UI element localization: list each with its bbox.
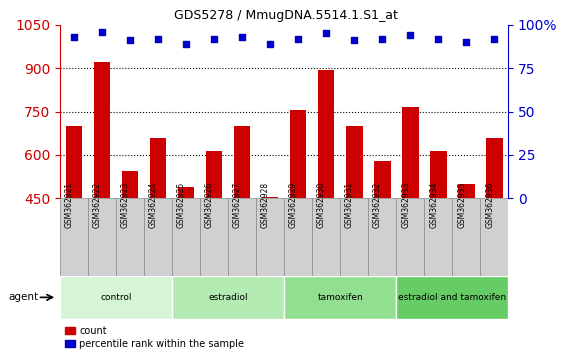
Bar: [60, 198, 88, 276]
Bar: [88, 198, 116, 276]
Bar: [172, 276, 284, 319]
Bar: [396, 276, 508, 319]
Bar: [402, 107, 419, 198]
Text: estradiol: estradiol: [208, 293, 248, 302]
Bar: [172, 198, 200, 276]
Point: [461, 39, 471, 45]
Bar: [368, 198, 396, 276]
Text: estradiol and tamoxifen: estradiol and tamoxifen: [398, 293, 506, 302]
Point: [238, 34, 247, 40]
Bar: [452, 198, 480, 276]
Bar: [122, 171, 138, 198]
Bar: [458, 184, 475, 198]
Bar: [480, 198, 508, 276]
Bar: [284, 198, 312, 276]
Point: [266, 41, 275, 47]
Bar: [116, 198, 144, 276]
Point: [210, 36, 219, 41]
Point: [405, 32, 415, 38]
Point: [433, 36, 443, 41]
Bar: [234, 126, 251, 198]
Bar: [94, 62, 110, 198]
Text: GSM362923: GSM362923: [121, 181, 130, 228]
Bar: [60, 276, 172, 319]
Bar: [262, 197, 279, 198]
Bar: [150, 137, 166, 198]
Text: GDS5278 / MmugDNA.5514.1.S1_at: GDS5278 / MmugDNA.5514.1.S1_at: [174, 9, 397, 22]
Legend: count, percentile rank within the sample: count, percentile rank within the sample: [65, 326, 244, 349]
Point: [182, 41, 191, 47]
Point: [126, 38, 135, 43]
Point: [293, 36, 303, 41]
Bar: [228, 198, 256, 276]
Bar: [200, 198, 228, 276]
Text: GSM362925: GSM362925: [177, 181, 186, 228]
Bar: [289, 110, 307, 198]
Bar: [340, 198, 368, 276]
Text: GSM362934: GSM362934: [429, 181, 438, 228]
Bar: [256, 198, 284, 276]
Text: GSM362927: GSM362927: [233, 181, 242, 228]
Bar: [178, 187, 194, 198]
Bar: [424, 198, 452, 276]
Text: GSM362924: GSM362924: [149, 181, 158, 228]
Text: GSM362926: GSM362926: [205, 181, 214, 228]
Point: [489, 36, 498, 41]
Text: GSM362931: GSM362931: [345, 181, 354, 228]
Point: [98, 29, 107, 35]
Bar: [345, 126, 363, 198]
Text: agent: agent: [9, 292, 39, 302]
Point: [377, 36, 387, 41]
Bar: [206, 150, 223, 198]
Text: control: control: [100, 293, 132, 302]
Text: GSM362930: GSM362930: [317, 181, 326, 228]
Text: GSM362928: GSM362928: [261, 181, 270, 228]
Point: [154, 36, 163, 41]
Text: GSM362922: GSM362922: [93, 181, 102, 228]
Text: GSM362935: GSM362935: [457, 181, 466, 228]
Point: [349, 38, 359, 43]
Bar: [66, 126, 82, 198]
Bar: [396, 198, 424, 276]
Bar: [430, 150, 447, 198]
Bar: [317, 70, 335, 198]
Text: tamoxifen: tamoxifen: [317, 293, 363, 302]
Bar: [373, 161, 391, 198]
Text: GSM362933: GSM362933: [401, 181, 410, 228]
Text: GSM362936: GSM362936: [485, 181, 494, 228]
Bar: [284, 276, 396, 319]
Point: [321, 30, 331, 36]
Text: GSM362929: GSM362929: [289, 181, 298, 228]
Bar: [144, 198, 172, 276]
Bar: [312, 198, 340, 276]
Point: [70, 34, 79, 40]
Text: GSM362932: GSM362932: [373, 181, 382, 228]
Bar: [486, 137, 502, 198]
Text: GSM362921: GSM362921: [65, 181, 74, 228]
